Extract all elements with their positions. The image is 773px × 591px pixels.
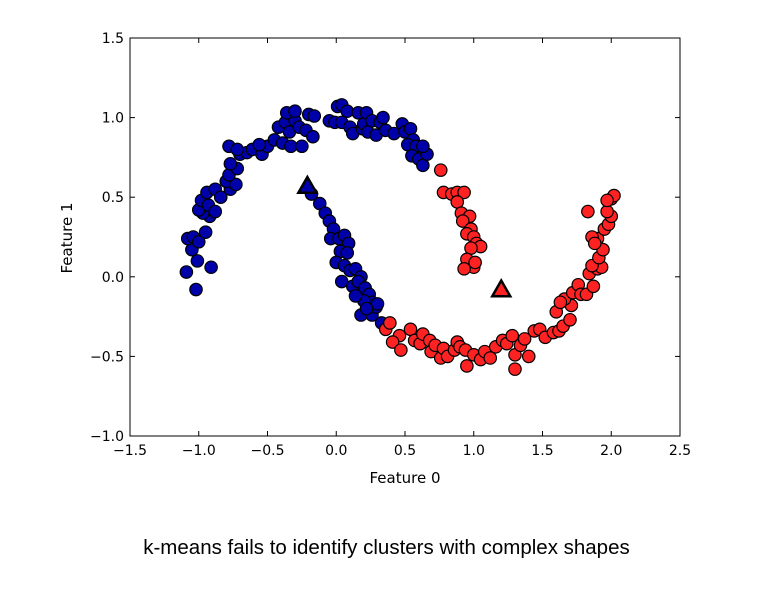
x-tick-label: −1.0 — [182, 443, 216, 459]
scatter-point-cluster-0 — [223, 156, 238, 171]
y-tick-label: 1.5 — [102, 31, 124, 47]
plot-area — [129, 37, 681, 437]
scatter-point-cluster-0 — [295, 139, 309, 154]
x-axis-label: Feature 0 — [370, 469, 441, 487]
scatter-point-cluster-1 — [433, 163, 448, 177]
x-tick-label: 2.0 — [600, 443, 622, 459]
scatter-chart: −1.5 −1.0 −0.5 0.0 0.5 1.0 1.5 2.0 2.5−1.0−0.50.… — [58, 31, 691, 487]
x-tick-label: −0.5 — [251, 443, 285, 459]
scatter-point-cluster-1 — [505, 328, 520, 343]
scatter-point-cluster-1 — [600, 204, 614, 219]
scatter-point-cluster-1 — [457, 262, 471, 276]
x-tick-label: 1.0 — [463, 443, 485, 459]
scatter-point-cluster-1 — [586, 279, 601, 294]
scatter-point-cluster-1 — [563, 312, 577, 327]
x-tick-label: −1.5 — [113, 443, 147, 459]
y-tick-label: 0.0 — [102, 270, 124, 286]
scatter-point-cluster-0 — [416, 158, 430, 173]
x-tick-label: 1.5 — [531, 443, 553, 459]
cluster-center-0 — [296, 174, 319, 195]
scatter-point-cluster-1 — [403, 322, 418, 337]
cluster-center-1 — [490, 278, 513, 298]
axis-ticks: −1.5 −1.0 −0.5 0.0 0.5 1.0 1.5 2.0 2.5−1.0−0.50.… — [90, 31, 691, 459]
scatter-point-cluster-1 — [553, 295, 568, 310]
scatter-point-cluster-0 — [230, 142, 245, 157]
scatter-point-cluster-1 — [483, 351, 498, 365]
scatter-point-cluster-0 — [179, 265, 194, 279]
y-tick-label: −0.5 — [90, 349, 124, 365]
scatter-point-cluster-1 — [385, 335, 400, 349]
scatter-point-cluster-1 — [464, 241, 478, 255]
scatter-point-cluster-0 — [288, 104, 302, 119]
scatter-point-cluster-0 — [348, 289, 363, 303]
scatter-point-cluster-1 — [508, 362, 522, 376]
x-tick-label: 0.5 — [394, 443, 416, 459]
x-tick-label: 0.0 — [325, 443, 347, 459]
scatter-point-cluster-1 — [383, 316, 397, 330]
scatter-point-cluster-1 — [521, 349, 536, 364]
scatter-point-cluster-0 — [359, 301, 374, 316]
y-tick-label: −1.0 — [90, 429, 124, 445]
scatter-point-cluster-0 — [340, 104, 355, 119]
scatter-point-cluster-0 — [213, 190, 228, 204]
scatter-point-cluster-0 — [191, 234, 206, 249]
scatter-point-cluster-1 — [600, 193, 614, 208]
y-axis-label: Feature 1 — [58, 203, 76, 274]
scatter-point-cluster-0 — [306, 129, 320, 144]
scatter-point-cluster-0 — [416, 139, 430, 154]
scatter-point-cluster-0 — [190, 254, 205, 268]
scatter-point-cluster-0 — [204, 260, 218, 275]
scatter-point-cluster-1 — [468, 255, 482, 270]
scatter-point-cluster-0 — [229, 177, 243, 192]
scatter-point-cluster-0 — [307, 109, 322, 123]
scatter-point-cluster-0 — [189, 282, 203, 297]
scatter-point-cluster-1 — [517, 332, 532, 346]
scatter-point-cluster-0 — [376, 110, 390, 125]
figure-caption: k-means fails to identify clusters with … — [143, 536, 630, 559]
y-tick-label: 1.0 — [102, 111, 124, 127]
scatter-point-cluster-1 — [450, 195, 465, 209]
y-tick-label: 0.5 — [102, 190, 124, 206]
scatter-point-cluster-0 — [198, 225, 213, 240]
scatter-point-cluster-1 — [457, 185, 471, 200]
scatter-point-cluster-0 — [403, 121, 418, 136]
scatter-point-cluster-1 — [581, 204, 595, 219]
scatter-point-cluster-0 — [340, 246, 355, 260]
scatter-point-cluster-1 — [587, 236, 602, 251]
scatter-point-cluster-1 — [460, 359, 474, 373]
scatter-point-cluster-0 — [208, 204, 223, 219]
scatter-point-cluster-1 — [394, 343, 408, 357]
scatter-point-cluster-1 — [455, 214, 470, 228]
scatter-point-cluster-0 — [252, 137, 267, 152]
x-tick-label: 2.5 — [669, 443, 691, 459]
